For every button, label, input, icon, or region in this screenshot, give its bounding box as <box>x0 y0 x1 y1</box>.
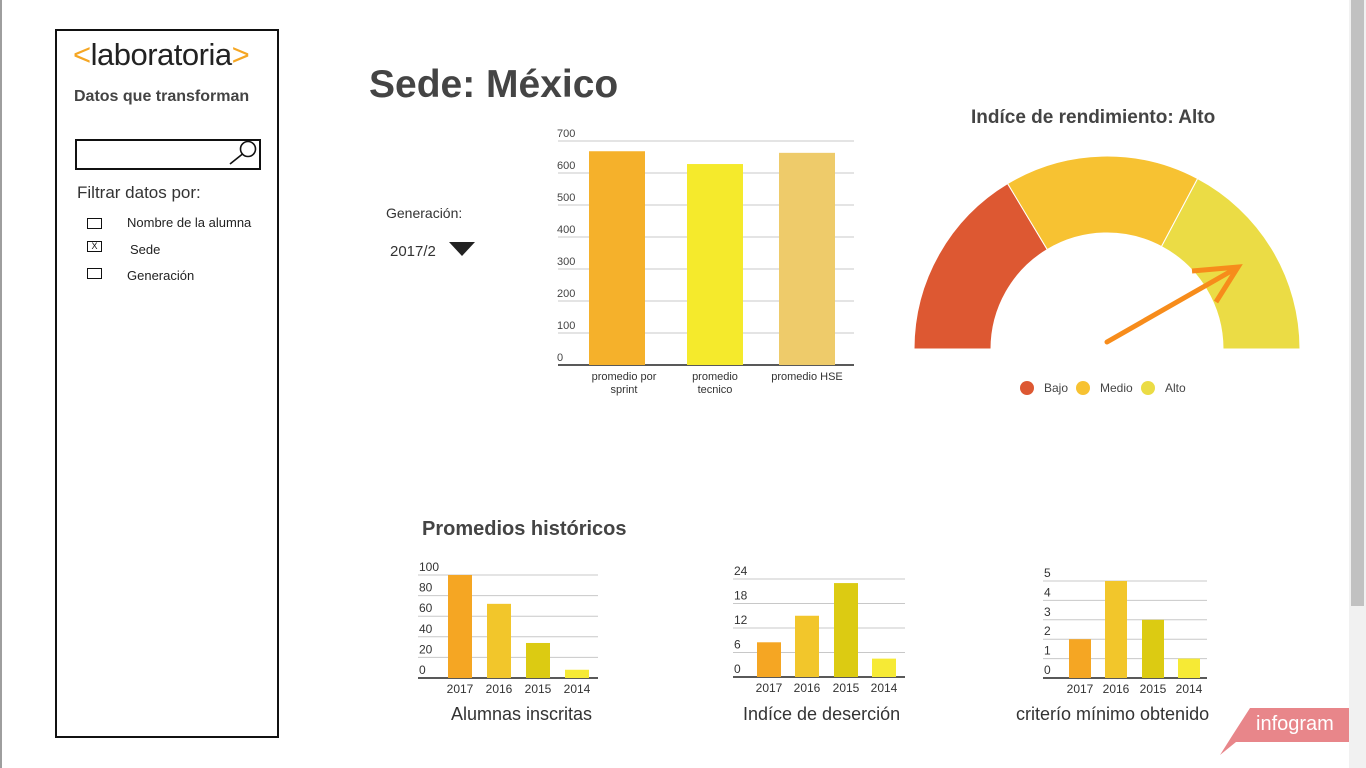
x-tick-label: 2016 <box>1103 682 1130 696</box>
x-tick-label: 2014 <box>1176 682 1203 696</box>
x-tick-label: promedio HSE <box>771 371 843 383</box>
bar <box>1069 639 1091 678</box>
legend-label: Alto <box>1165 381 1186 395</box>
y-tick-label: 60 <box>419 601 433 615</box>
y-tick-label: 1 <box>1044 644 1051 658</box>
bar <box>589 151 645 365</box>
y-tick-label: 24 <box>734 564 748 578</box>
y-tick-label: 300 <box>557 256 575 268</box>
y-tick-label: 40 <box>419 622 433 636</box>
x-tick-label: promedio <box>692 371 738 383</box>
x-tick-label: 2015 <box>833 681 860 695</box>
bar <box>526 642 550 678</box>
magnifier-icon[interactable] <box>226 139 260 167</box>
y-tick-label: 18 <box>734 589 748 603</box>
y-tick-label: 20 <box>419 642 433 656</box>
x-tick-label: promedio por <box>592 371 657 383</box>
mini-chart-desercion: 0 6 12 18 24 2017 2016 2015 2014 <box>733 564 905 695</box>
legend-marker <box>1141 381 1155 395</box>
legend-label: Bajo <box>1044 381 1068 395</box>
search-input[interactable] <box>75 139 261 170</box>
logo-close-bracket: > <box>231 37 250 72</box>
x-tick-label: 2017 <box>1067 682 1094 696</box>
bar <box>487 603 511 678</box>
mini-chart-inscritas: 0 20 40 60 80 100 2017 2016 2015 2014 <box>418 560 598 696</box>
bar <box>872 658 896 677</box>
bar <box>1105 581 1127 678</box>
laboratoria-logo: <laboratoria> <box>73 37 250 73</box>
page-title: Sede: México <box>369 63 619 106</box>
y-tick-label: 6 <box>734 638 741 652</box>
x-tick-label: 2017 <box>756 681 783 695</box>
y-tick-label: 0 <box>419 663 426 677</box>
bar <box>757 642 781 677</box>
y-tick-label: 80 <box>419 581 433 595</box>
y-tick-label: 5 <box>1044 566 1051 580</box>
gauge-title: Indíce de rendimiento: Alto <box>971 107 1216 128</box>
scrollbar-thumb[interactable] <box>1351 0 1364 606</box>
y-tick-label: 100 <box>419 560 439 574</box>
filter-label-sede: Sede <box>130 242 161 257</box>
main-bar-chart: 0 100 200 300 400 500 600 700 promedio porsprint… <box>557 128 854 396</box>
window-left-border <box>0 0 2 768</box>
y-tick-label: 100 <box>557 320 575 332</box>
tagline: Datos que transforman <box>74 88 250 105</box>
history-title: Promedios históricos <box>422 518 627 540</box>
y-tick-label: 0 <box>557 352 563 364</box>
gauge-arrow-icon <box>1104 264 1243 345</box>
y-tick-label: 0 <box>1044 663 1051 677</box>
x-tick-label: 2016 <box>794 681 821 695</box>
bar <box>779 152 835 365</box>
x-tick-label: 2015 <box>1140 682 1167 696</box>
y-tick-label: 500 <box>557 192 575 204</box>
caption-desercion: Indíce de deserción <box>743 704 901 724</box>
checkbox-generacion[interactable] <box>87 268 102 279</box>
bar <box>795 615 819 677</box>
infogram-label[interactable]: infogram <box>1256 713 1334 735</box>
bar <box>1178 658 1200 678</box>
x-tick-label: 2015 <box>525 682 552 696</box>
filter-label-nombre: Nombre de la alumna <box>127 215 252 230</box>
logo-wordmark: laboratoria <box>90 37 232 72</box>
legend-marker <box>1076 381 1090 395</box>
x-tick-label: 2016 <box>486 682 513 696</box>
y-tick-label: 12 <box>734 613 748 627</box>
performance-gauge: Bajo Medio Alto <box>913 155 1301 395</box>
y-tick-label: 3 <box>1044 605 1051 619</box>
filter-label-generacion: Generación <box>127 268 195 283</box>
infogram-badge-icon[interactable] <box>1220 706 1349 756</box>
caption-criterio: criterío mínimo obtenido <box>1016 704 1210 724</box>
legend-marker <box>1020 381 1034 395</box>
bar <box>1142 619 1164 678</box>
logo-open-bracket: < <box>73 37 91 72</box>
y-tick-label: 4 <box>1044 585 1051 599</box>
bar <box>565 669 589 678</box>
caption-inscritas: Alumnas inscritas <box>451 704 593 724</box>
filter-title: Filtrar datos por: <box>77 183 201 202</box>
bar <box>834 583 858 677</box>
generation-label: Generación: <box>386 205 463 221</box>
x-tick-label: tecnico <box>698 384 733 396</box>
scrollbar-track[interactable] <box>1349 0 1366 768</box>
y-tick-label: 2 <box>1044 624 1051 638</box>
y-tick-label: 700 <box>557 128 575 140</box>
y-tick-label: 200 <box>557 288 575 300</box>
bar <box>687 164 743 365</box>
generation-select-value[interactable]: 2017/2 <box>390 243 436 260</box>
dropdown-caret-icon[interactable] <box>449 242 475 256</box>
legend-label: Medio <box>1100 381 1133 395</box>
checkbox-sede[interactable]: X <box>87 241 102 252</box>
x-tick-label: 2017 <box>447 682 474 696</box>
x-tick-label: sprint <box>611 384 638 396</box>
sidebar-panel <box>55 29 279 738</box>
mini-chart-criterio: 0 1 2 3 4 5 2017 2016 2015 2014 <box>1043 566 1207 696</box>
y-tick-label: 400 <box>557 224 575 236</box>
checkbox-nombre[interactable] <box>87 218 102 229</box>
y-tick-label: 600 <box>557 160 575 172</box>
y-tick-label: 0 <box>734 662 741 676</box>
x-tick-label: 2014 <box>564 682 591 696</box>
x-tick-label: 2014 <box>871 681 898 695</box>
bar <box>448 575 472 678</box>
